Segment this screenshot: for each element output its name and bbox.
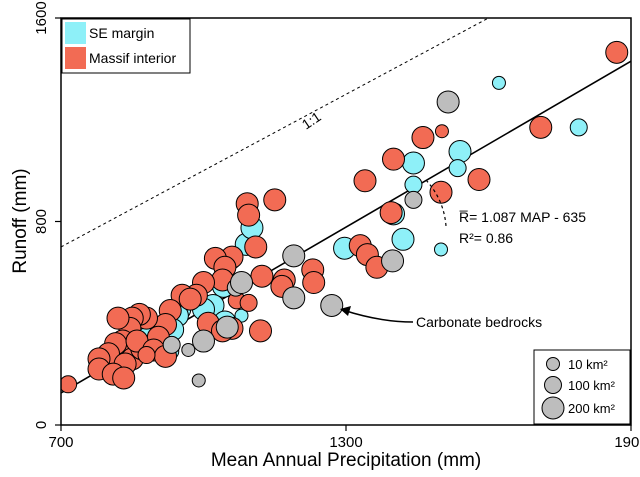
size-legend-marker-1 [544,376,562,394]
point-unassigned-10 [181,342,196,357]
size-legend: 10 km² 100 km² 200 km² [533,349,631,425]
point-unassigned-4 [282,244,306,268]
point-massif-interior-33 [178,287,202,311]
point-unassigned-0 [436,90,460,114]
point-massif-interior-10 [263,188,287,212]
point-massif-interior-17 [250,264,274,288]
regression-equation: R̅= 1.087 MAP - 635 [459,209,587,225]
point-se-margin-8 [391,227,415,251]
point-massif-interior-29 [239,293,258,312]
point-unassigned-9 [192,329,215,353]
point-unassigned-7 [381,249,405,273]
legend-label-se-margin: SE margin [89,25,154,41]
data-points [61,40,629,394]
point-se-margin-1 [569,118,588,137]
point-unassigned-3 [230,271,253,295]
point-massif-interior-7 [353,169,377,193]
carbonate-arrow-line [342,309,414,323]
point-massif-interior-9 [237,203,261,227]
y-axis-title: Runoff (mm) [10,168,31,273]
point-massif-interior-11 [379,201,403,225]
point-massif-interior-2 [434,124,449,139]
point-massif-interior-6 [467,168,491,192]
point-massif-interior-30 [249,319,272,343]
size-legend-marker-2 [541,396,565,420]
point-massif-interior-0 [605,40,629,64]
carbonate-arrow-head [340,306,351,316]
point-massif-interior-54 [112,366,136,390]
point-massif-interior-12 [244,235,268,259]
y-tick-label-1: 800 [33,209,50,234]
point-massif-interior-56 [61,375,78,394]
point-massif-interior-55 [137,346,156,365]
x-tick-label-1: 1300 [329,434,362,451]
legend-swatch-massif-interior [65,47,86,69]
point-se-margin-3 [448,159,467,178]
point-massif-interior-41 [106,306,130,330]
point-se-margin-0 [491,75,506,90]
legend-label-massif-interior: Massif interior [89,50,176,66]
point-se-margin-2 [448,140,472,164]
size-legend-label-1: 100 km² [568,378,616,393]
point-massif-interior-3 [411,126,435,150]
y-tick-label-0: 0 [33,421,50,429]
y-tick-label-2: 1600 [33,1,50,34]
legend: SE margin Massif interior [61,18,191,74]
legend-swatch-se-margin [65,22,86,44]
point-se-margin-9 [434,242,448,257]
point-massif-interior-1 [529,115,553,139]
point-massif-interior-5 [429,180,453,204]
point-unassigned-11 [162,335,181,354]
point-unassigned-1 [404,190,423,209]
one-to-one-label: 1:1 [299,108,324,132]
point-massif-interior-14 [302,271,326,295]
x-tick-label-0: 700 [48,434,73,451]
equation-leader [425,179,447,227]
point-se-margin-4 [401,151,425,175]
x-axis-title: Mean Annual Precipitation (mm) [211,450,481,471]
size-legend-marker-0 [546,357,560,371]
point-unassigned-12 [191,373,206,388]
point-se-margin-5 [404,175,423,194]
point-unassigned-6 [320,293,344,317]
r-squared-label: R²= 0.86 [459,230,513,246]
size-legend-label-2: 200 km² [568,401,616,416]
size-legend-label-0: 10 km² [568,357,608,372]
point-unassigned-5 [282,286,306,310]
point-massif-interior-4 [382,147,405,171]
carbonate-bedrocks-label: Carbonate bedrocks [416,314,542,330]
point-unassigned-8 [215,315,239,339]
